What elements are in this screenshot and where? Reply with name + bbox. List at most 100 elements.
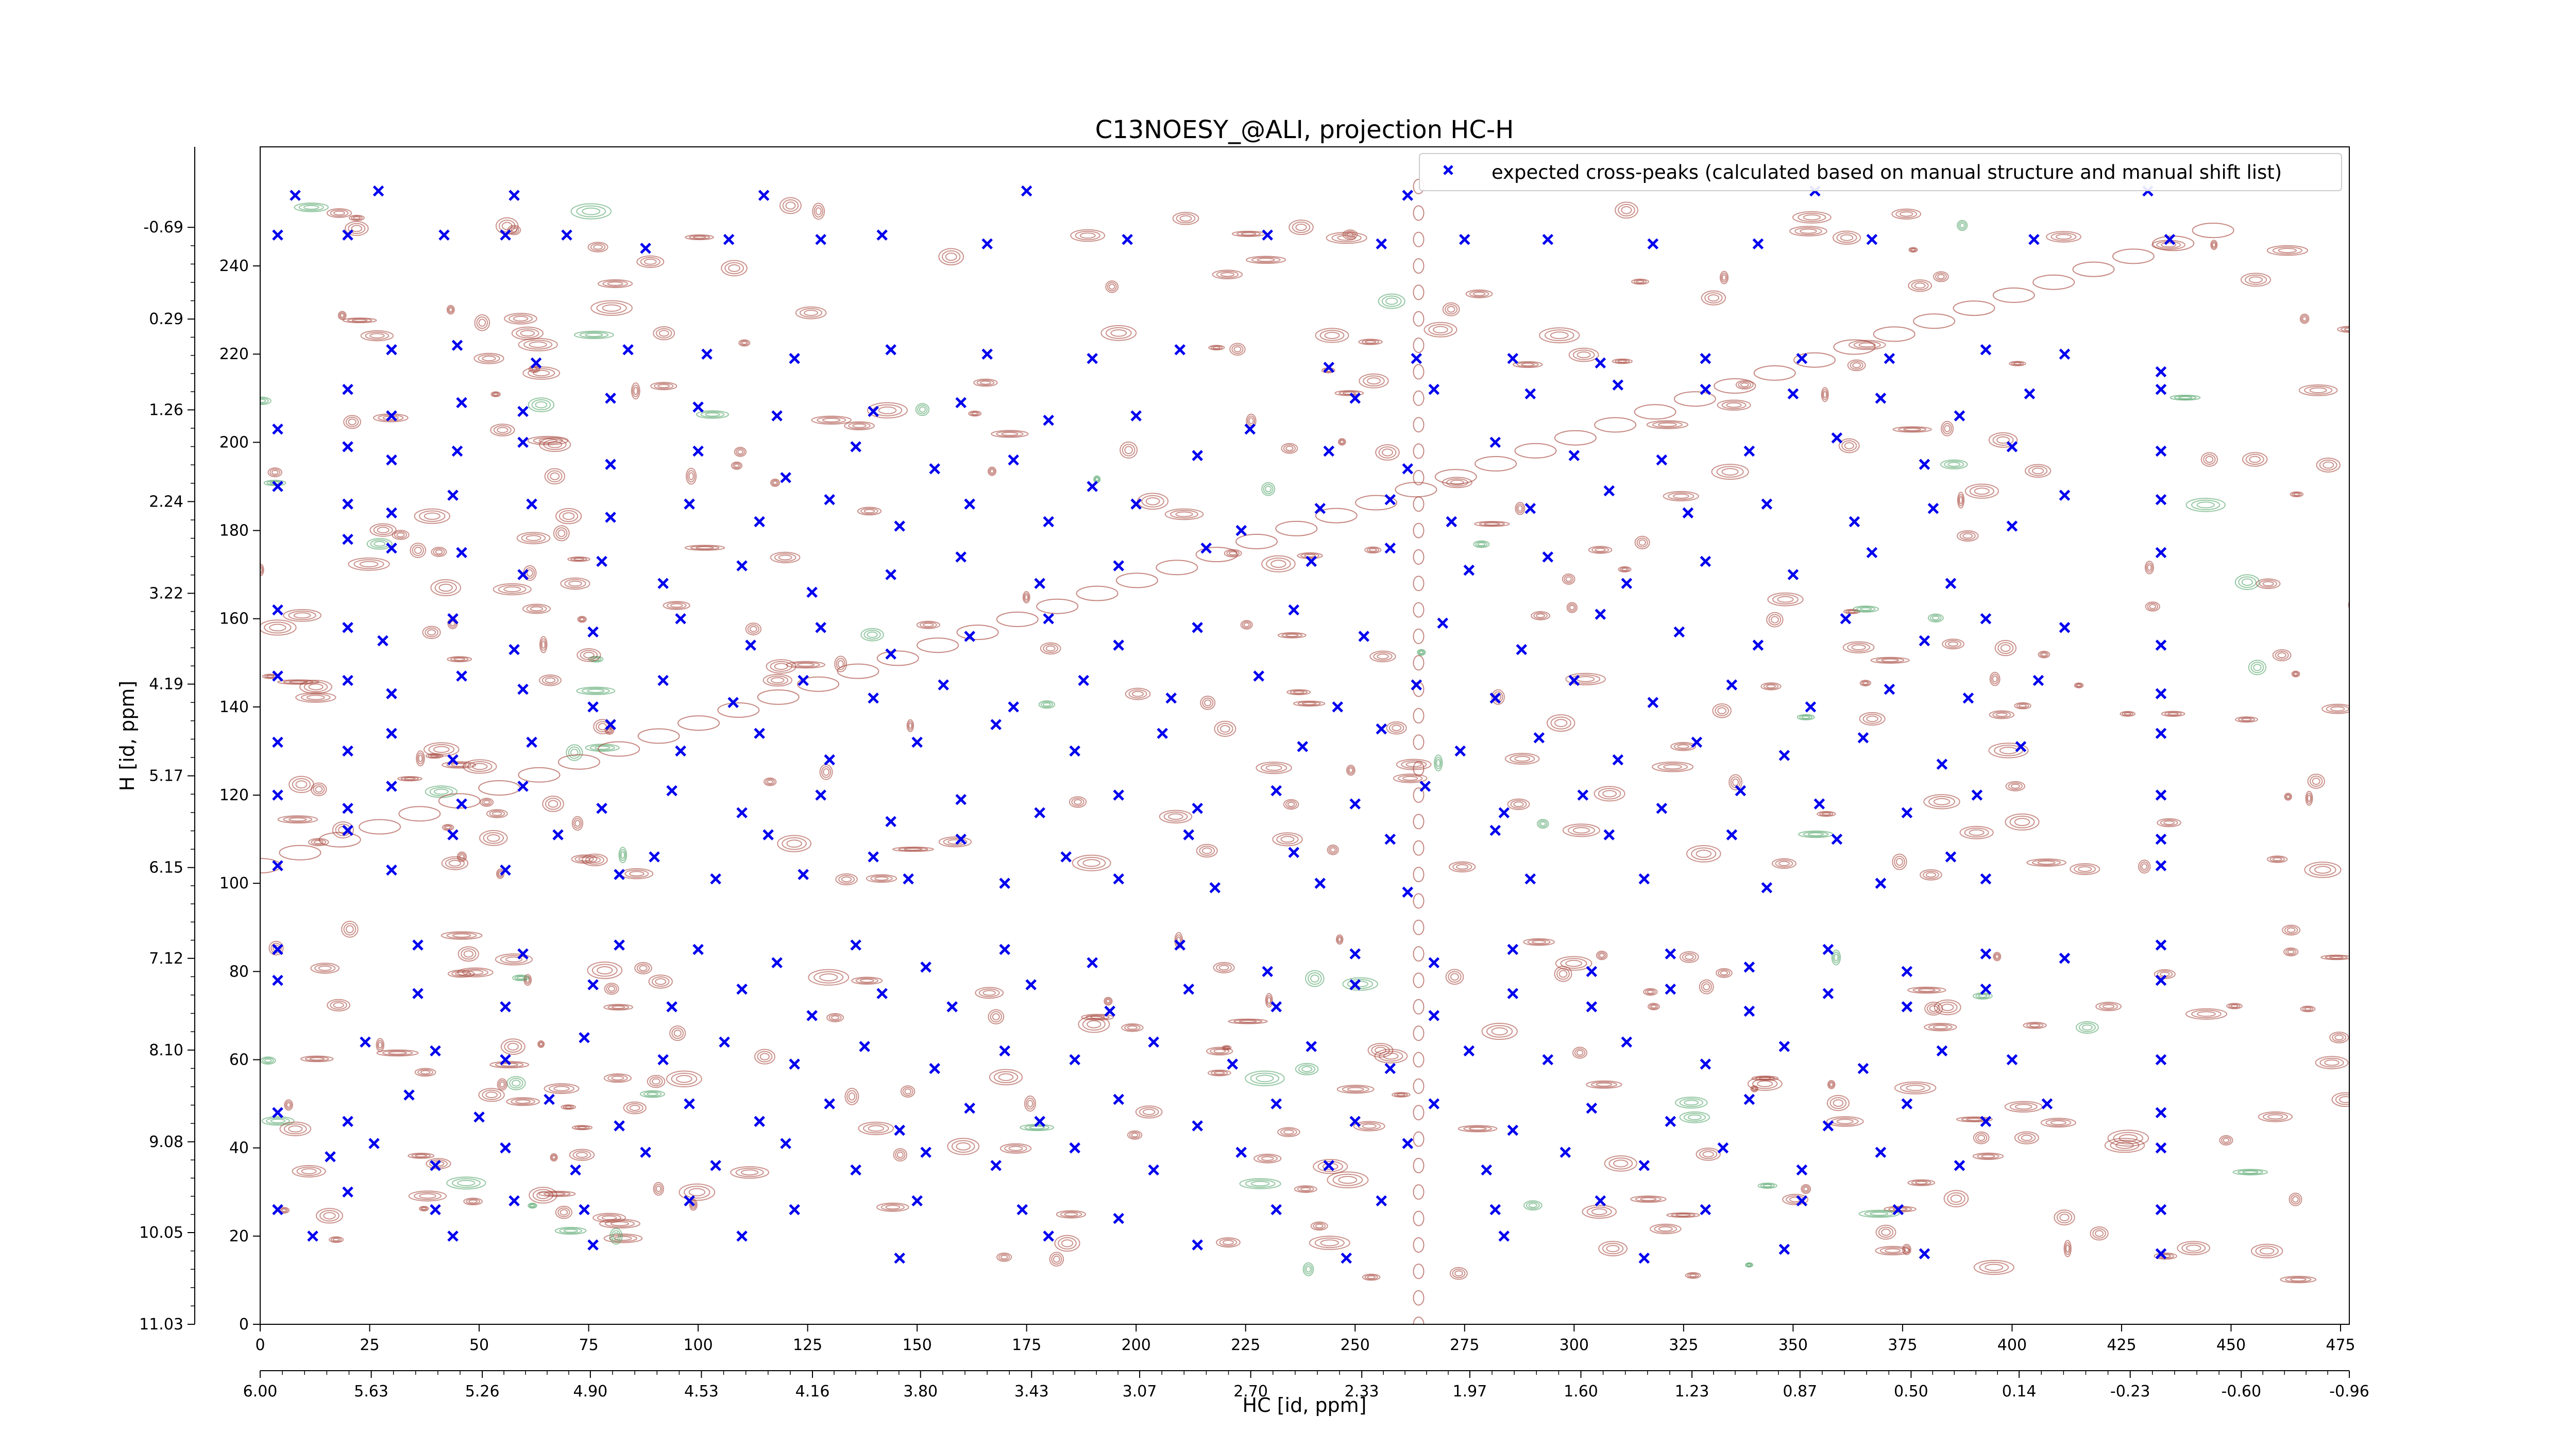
contour-line <box>956 1142 971 1151</box>
cross-peak-point <box>587 626 599 638</box>
diagonal-ridge-contour <box>518 767 561 783</box>
contour-line <box>1287 801 1295 807</box>
contour-line <box>852 423 867 428</box>
cross-peak-point <box>386 344 397 356</box>
contour-line <box>640 1090 665 1098</box>
cross-peak-point <box>587 701 599 713</box>
cross-peak-point <box>1402 886 1414 898</box>
contour-line <box>419 1193 436 1199</box>
contour-line <box>1038 700 1056 709</box>
contour-line <box>478 1088 505 1102</box>
contour-line <box>1465 289 1493 298</box>
contour-line <box>774 553 796 562</box>
contour-line <box>919 621 937 628</box>
contour-line <box>631 382 640 400</box>
contour-line <box>455 971 468 976</box>
contour-line <box>587 962 623 979</box>
contour-line <box>1732 778 1739 786</box>
contour-line <box>1298 1064 1316 1074</box>
cross-peak-point <box>981 238 993 250</box>
vertical-ridge-contour <box>1413 602 1425 618</box>
contour-line <box>414 1192 442 1200</box>
contour-line <box>2340 327 2349 332</box>
contour-line <box>466 1199 480 1205</box>
contour-line <box>592 1212 626 1223</box>
cross-peak-point <box>710 873 721 885</box>
contour-line <box>1615 359 1630 364</box>
contour-line <box>1572 349 1595 360</box>
cross-peak-point <box>955 551 967 563</box>
contour-line <box>1281 633 1303 638</box>
contour-line <box>1702 1151 1714 1158</box>
contour-line <box>1072 854 1111 871</box>
vertical-ridge-contour <box>1413 1184 1425 1200</box>
contour-line <box>1821 387 1829 402</box>
cross-peak-point <box>1542 1054 1554 1066</box>
cross-peak-point <box>1376 723 1387 735</box>
contour-line <box>419 1206 429 1211</box>
contour-line <box>579 331 609 339</box>
diagonal-ridge-contour <box>1434 469 1477 485</box>
contour-line <box>2081 1024 2093 1031</box>
cross-peak-point <box>544 1093 555 1105</box>
cross-peak-point <box>2155 445 2167 457</box>
contour-line <box>451 1178 481 1188</box>
contour-line <box>396 532 405 537</box>
contour-line <box>1219 725 1230 733</box>
cross-peak-point <box>885 648 896 660</box>
cross-peak-point <box>1459 233 1470 245</box>
cross-peak-point <box>1954 1160 1965 1171</box>
contour-line <box>1172 212 1199 225</box>
contour-line <box>415 1154 428 1157</box>
cross-peak-point <box>1735 785 1747 797</box>
cross-peak-point <box>1700 353 1711 364</box>
contour-line <box>650 382 677 391</box>
contour-line <box>2337 326 2349 333</box>
vertical-ridge-contour <box>1413 1263 1425 1279</box>
contour-line <box>597 1214 622 1222</box>
contour-line <box>1342 977 1378 991</box>
contour-line <box>2065 1244 2070 1253</box>
contour-line <box>1139 1107 1159 1117</box>
contour-line <box>1757 1183 1777 1189</box>
contour-line <box>1379 1051 1403 1062</box>
contour-line <box>1330 847 1336 853</box>
cross-peak-point <box>272 974 283 986</box>
contour-line <box>316 1208 343 1224</box>
contour-line <box>2304 862 2342 878</box>
contour-line <box>1572 1047 1587 1059</box>
contour-line <box>457 1180 476 1186</box>
contour-line <box>1782 1193 1809 1205</box>
cross-peak-point <box>1481 1164 1493 1176</box>
contour-line <box>1469 290 1489 297</box>
contour-line <box>737 449 743 454</box>
contour-line <box>1253 1154 1282 1164</box>
cross-peak-point <box>386 507 397 519</box>
contour-line <box>1025 1098 1035 1110</box>
cross-peak-point <box>1778 1243 1790 1255</box>
contour-line <box>1263 484 1274 494</box>
contour-line <box>397 776 422 782</box>
contour-line <box>808 969 850 986</box>
contour-line <box>1236 231 1261 237</box>
contour-line <box>1335 934 1344 945</box>
contour-line <box>309 1057 325 1061</box>
contour-line <box>828 1014 842 1021</box>
contour-line <box>951 1140 975 1153</box>
contour-line <box>855 978 879 984</box>
contour-line <box>724 262 744 275</box>
contour-line <box>1719 271 1729 284</box>
contour-line <box>1371 1044 1390 1056</box>
contour-line <box>878 406 897 414</box>
contour-line <box>976 379 995 386</box>
contour-line <box>2307 773 2325 789</box>
contour-line <box>1823 391 1827 398</box>
contour-line <box>366 538 393 550</box>
contour-line <box>266 675 275 678</box>
contour-line <box>1959 531 1976 541</box>
contour-line <box>1484 522 1500 526</box>
contour-line <box>2141 863 2148 870</box>
contour-line <box>1881 1228 1891 1236</box>
contour-line <box>1992 711 2011 718</box>
contour-line <box>1689 1273 1697 1277</box>
